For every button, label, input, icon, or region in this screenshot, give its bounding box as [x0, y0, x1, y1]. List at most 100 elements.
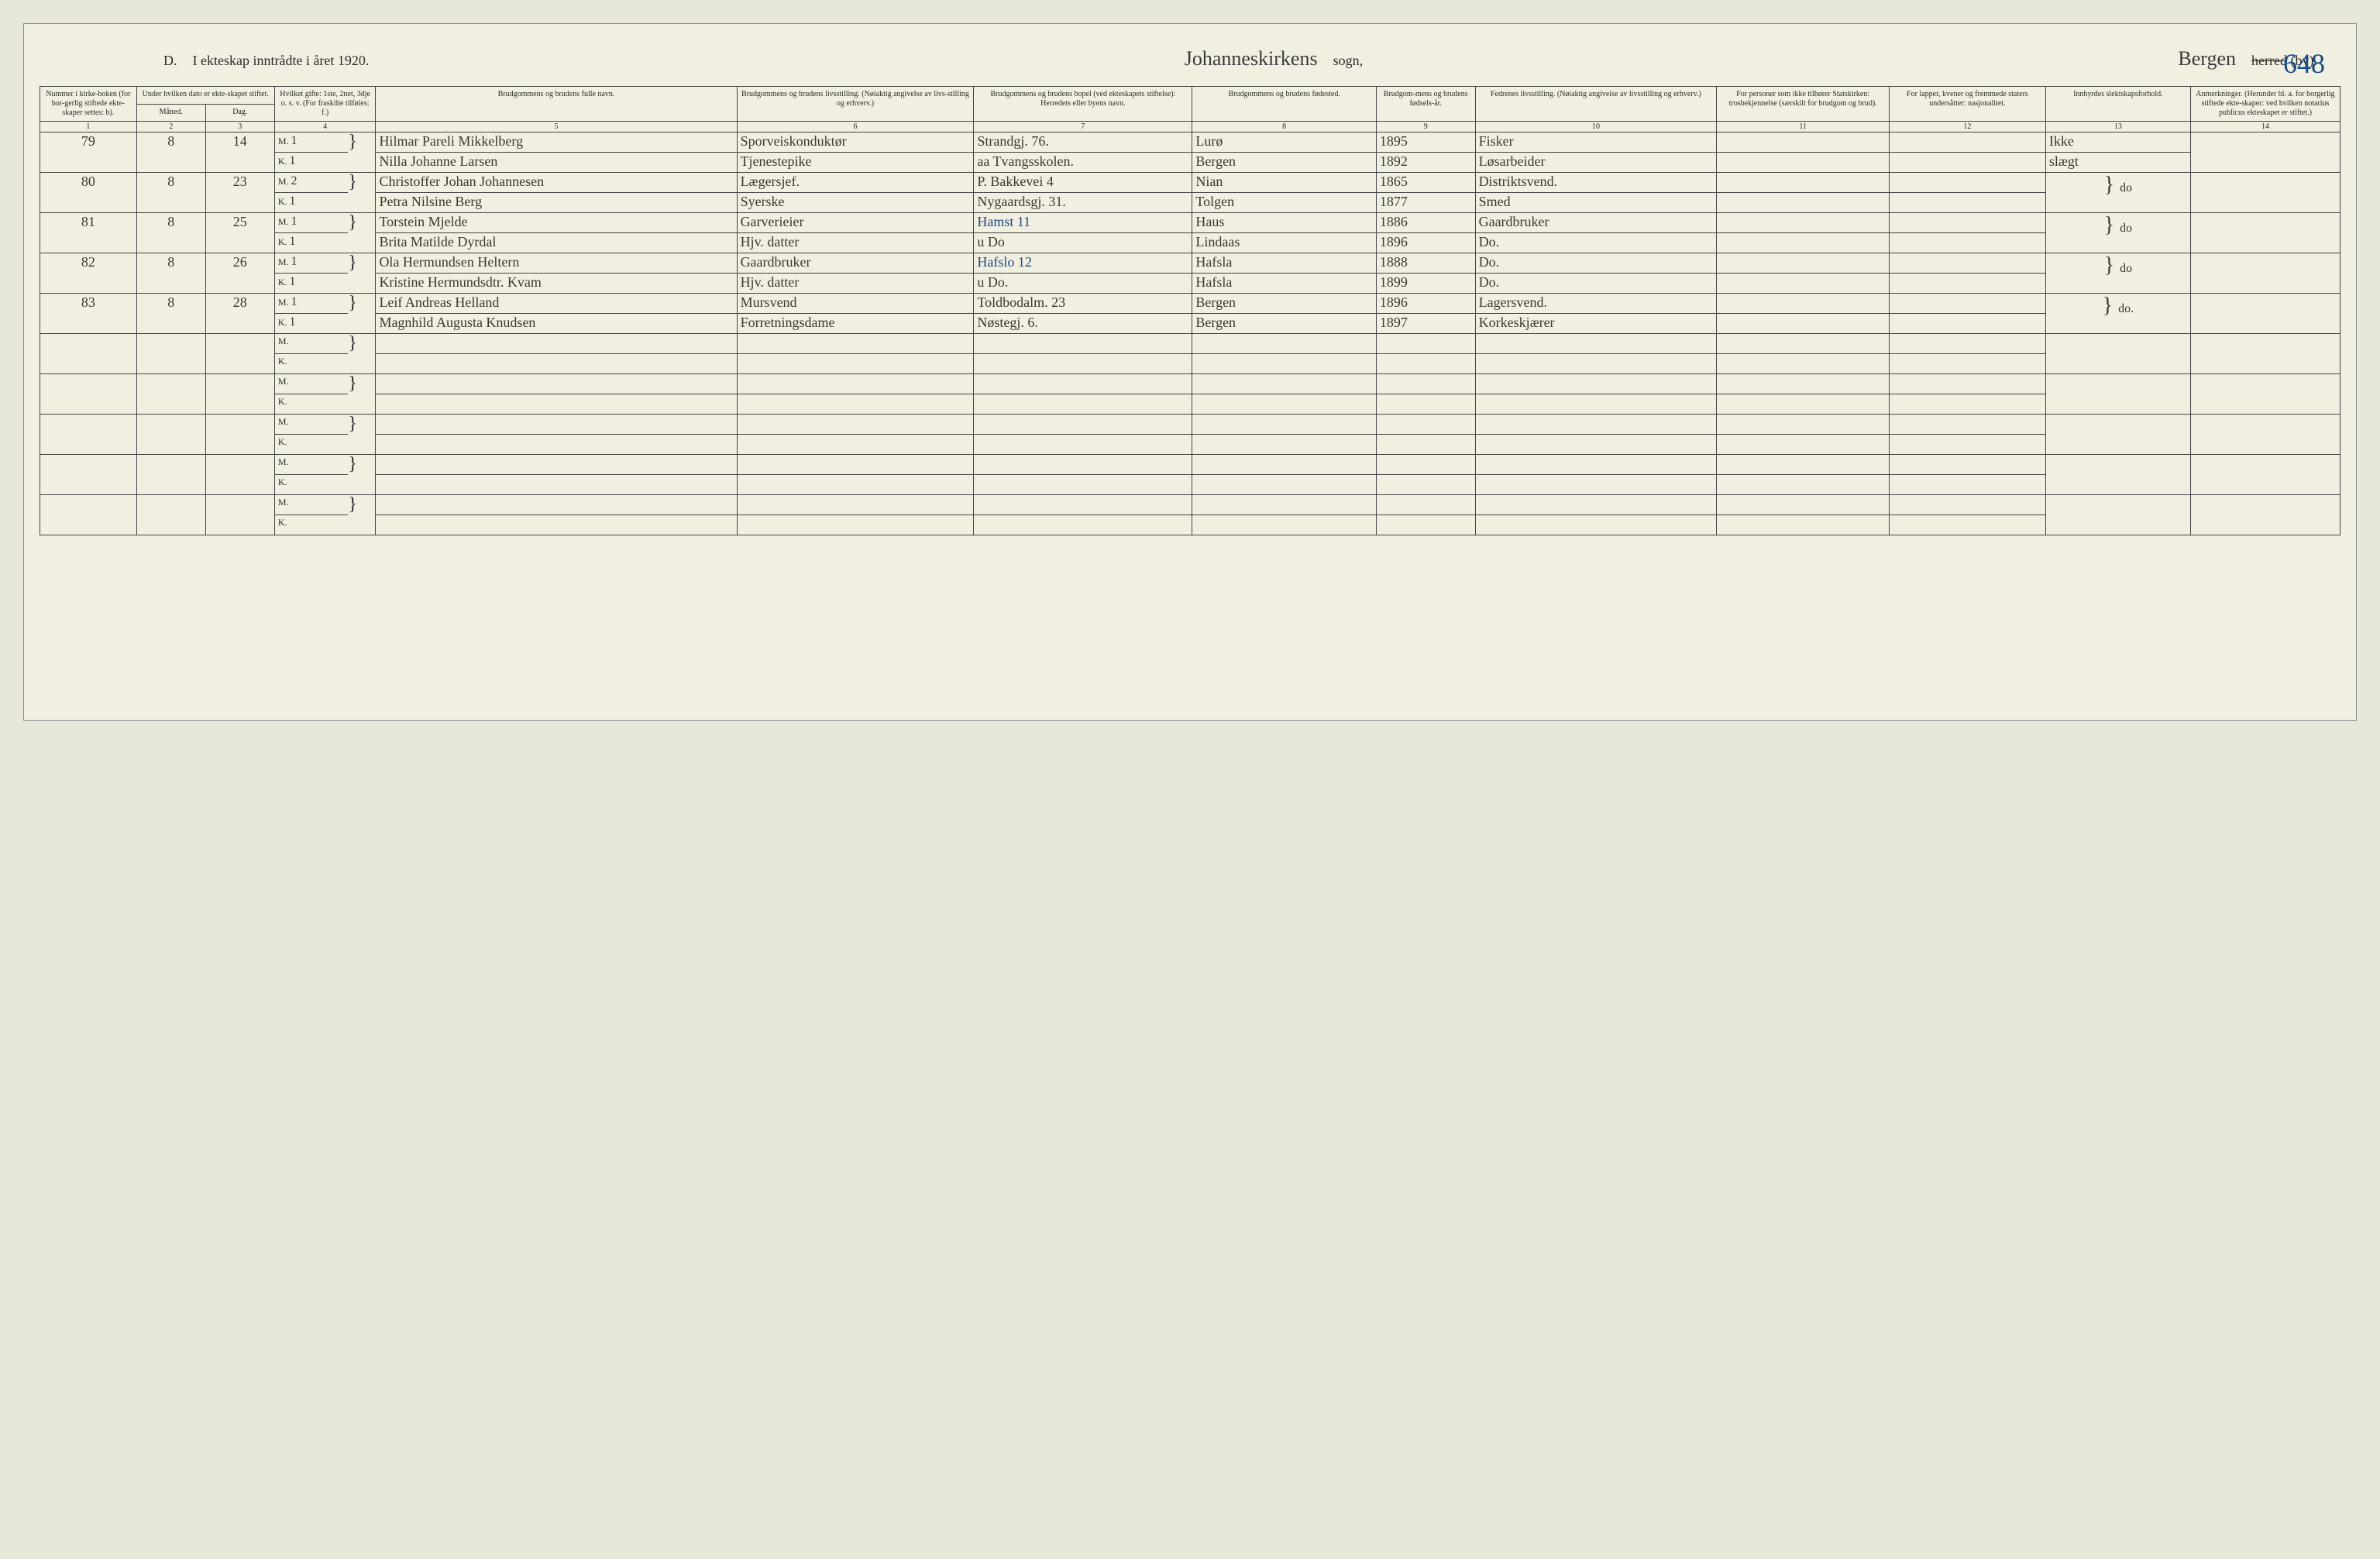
- table-row: K. 1Magnhild Augusta KnudsenForretningsd…: [40, 314, 2340, 334]
- stilling: Mursvend: [737, 294, 974, 314]
- entry-number: 80: [40, 173, 137, 213]
- aar: 1865: [1376, 173, 1475, 193]
- navn: Petra Nilsine Berg: [376, 193, 737, 213]
- col-num: 2: [136, 122, 205, 132]
- gifte-m: M. 1: [274, 213, 348, 233]
- col-num: 1: [40, 122, 137, 132]
- day: 25: [205, 213, 274, 253]
- col-number-row: 1 2 3 4 5 6 7 8 9 10 11 12 13 14: [40, 122, 2340, 132]
- entry-number: 81: [40, 213, 137, 253]
- col-num: 10: [1475, 122, 1717, 132]
- title-prefix: I ekteskap inntrådte i året 1920.: [193, 53, 370, 69]
- navn: Brita Matilde Dyrdal: [376, 233, 737, 253]
- anm: [2190, 173, 2340, 213]
- gifte-k: K. 1: [274, 233, 348, 253]
- table-row: K. 1Nilla Johanne LarsenTjenestepikeaa T…: [40, 153, 2340, 173]
- col-num: 3: [205, 122, 274, 132]
- table-row: 82826M. 1}Ola Hermundsen HelternGaardbru…: [40, 253, 2340, 274]
- fodested: Bergen: [1192, 294, 1377, 314]
- col-header: Brudgommens og brudens livsstilling. (Nø…: [737, 87, 974, 122]
- month: 8: [136, 294, 205, 334]
- fodested: Bergen: [1192, 314, 1377, 334]
- aar: 1896: [1376, 233, 1475, 253]
- col-header: Innbyrdes slektskapsforhold.: [2045, 87, 2190, 122]
- aar: 1892: [1376, 153, 1475, 173]
- col-header: Anmerkninger. (Herunder bl. a. for borge…: [2190, 87, 2340, 122]
- fodested: Hafsla: [1192, 253, 1377, 274]
- gifte-m: M. 2: [274, 173, 348, 193]
- register-table: Nummer i kirke-boken (for bor-gerlig sti…: [40, 86, 2340, 535]
- fodested: Lurø: [1192, 132, 1377, 153]
- anm: [2190, 253, 2340, 294]
- col-num: 14: [2190, 122, 2340, 132]
- gifte-m: M. 1: [274, 132, 348, 153]
- table-row: 81825M. 1}Torstein MjeldeGarverieierHams…: [40, 213, 2340, 233]
- slekt: } do: [2045, 213, 2190, 253]
- fedre: Do.: [1475, 233, 1717, 253]
- fedre: Do.: [1475, 253, 1717, 274]
- gifte-m: M. 1: [274, 294, 348, 314]
- entry-number: 79: [40, 132, 137, 173]
- bopel: P. Bakkevei 4: [974, 173, 1192, 193]
- herred-struck: herred: [2251, 53, 2287, 68]
- table-row: K.: [40, 394, 2340, 415]
- aar: 1896: [1376, 294, 1475, 314]
- bopel: aa Tvangsskolen.: [974, 153, 1192, 173]
- sogn-handwritten: Johanneskirkens: [1185, 47, 1318, 71]
- col-header: Måned.: [136, 104, 205, 122]
- bopel: Toldbodalm. 23: [974, 294, 1192, 314]
- title-line: D. I ekteskap inntrådte i året 1920. Joh…: [163, 47, 2317, 71]
- bopel: u Do: [974, 233, 1192, 253]
- stilling: Syerske: [737, 193, 974, 213]
- navn: Leif Andreas Helland: [376, 294, 737, 314]
- anm: [2190, 294, 2340, 334]
- slekt: } do.: [2045, 294, 2190, 334]
- aar: 1897: [1376, 314, 1475, 334]
- col-header: For lapper, kvener og fremmede staters u…: [1889, 87, 2045, 122]
- table-row: M.}: [40, 374, 2340, 394]
- stilling: Hjv. datter: [737, 274, 974, 294]
- aar: 1877: [1376, 193, 1475, 213]
- col-num: 7: [974, 122, 1192, 132]
- table-row: K. 1Petra Nilsine BergSyerskeNygaardsgj.…: [40, 193, 2340, 213]
- table-row: 79814M. 1}Hilmar Pareli MikkelbergSporve…: [40, 132, 2340, 153]
- table-row: 80823M. 2}Christoffer Johan JohannesenLæ…: [40, 173, 2340, 193]
- table-row: K. 1Kristine Hermundsdtr. KvamHjv. datte…: [40, 274, 2340, 294]
- entries-body: 79814M. 1}Hilmar Pareli MikkelbergSporve…: [40, 132, 2340, 535]
- col-header: Brudgommens og brudens fulle navn.: [376, 87, 737, 122]
- col-header: Brudgommens og brudens fødested.: [1192, 87, 1377, 122]
- navn: Kristine Hermundsdtr. Kvam: [376, 274, 737, 294]
- col-num: 9: [1376, 122, 1475, 132]
- col-num: 5: [376, 122, 737, 132]
- brace-icon: }: [348, 213, 376, 253]
- col-num: 11: [1717, 122, 1890, 132]
- table-row: K. 1Brita Matilde DyrdalHjv. datteru DoL…: [40, 233, 2340, 253]
- stilling: Tjenestepike: [737, 153, 974, 173]
- brace-icon: }: [348, 294, 376, 334]
- col-num: 13: [2045, 122, 2190, 132]
- table-row: K.: [40, 475, 2340, 495]
- entry-number: 82: [40, 253, 137, 294]
- aar: 1886: [1376, 213, 1475, 233]
- col-num: 6: [737, 122, 974, 132]
- navn: Hilmar Pareli Mikkelberg: [376, 132, 737, 153]
- fedre: Gaardbruker: [1475, 213, 1717, 233]
- fodested: Haus: [1192, 213, 1377, 233]
- col-num: 12: [1889, 122, 2045, 132]
- slekt: slægt: [2045, 153, 2190, 173]
- col-header: For personer som ikke tilhører Statskirk…: [1717, 87, 1890, 122]
- stilling: Forretningsdame: [737, 314, 974, 334]
- table-row: K.: [40, 435, 2340, 455]
- navn: Torstein Mjelde: [376, 213, 737, 233]
- gifte-k: K. 1: [274, 193, 348, 213]
- navn: Ola Hermundsen Heltern: [376, 253, 737, 274]
- section-letter: D.: [163, 53, 177, 69]
- col-header: Nummer i kirke-boken (for bor-gerlig sti…: [40, 87, 137, 122]
- stilling: Lægersjef.: [737, 173, 974, 193]
- table-row: K.: [40, 515, 2340, 535]
- fodested: Bergen: [1192, 153, 1377, 173]
- fedre: Smed: [1475, 193, 1717, 213]
- slekt: } do: [2045, 253, 2190, 294]
- fedre: Lagersvend.: [1475, 294, 1717, 314]
- month: 8: [136, 132, 205, 173]
